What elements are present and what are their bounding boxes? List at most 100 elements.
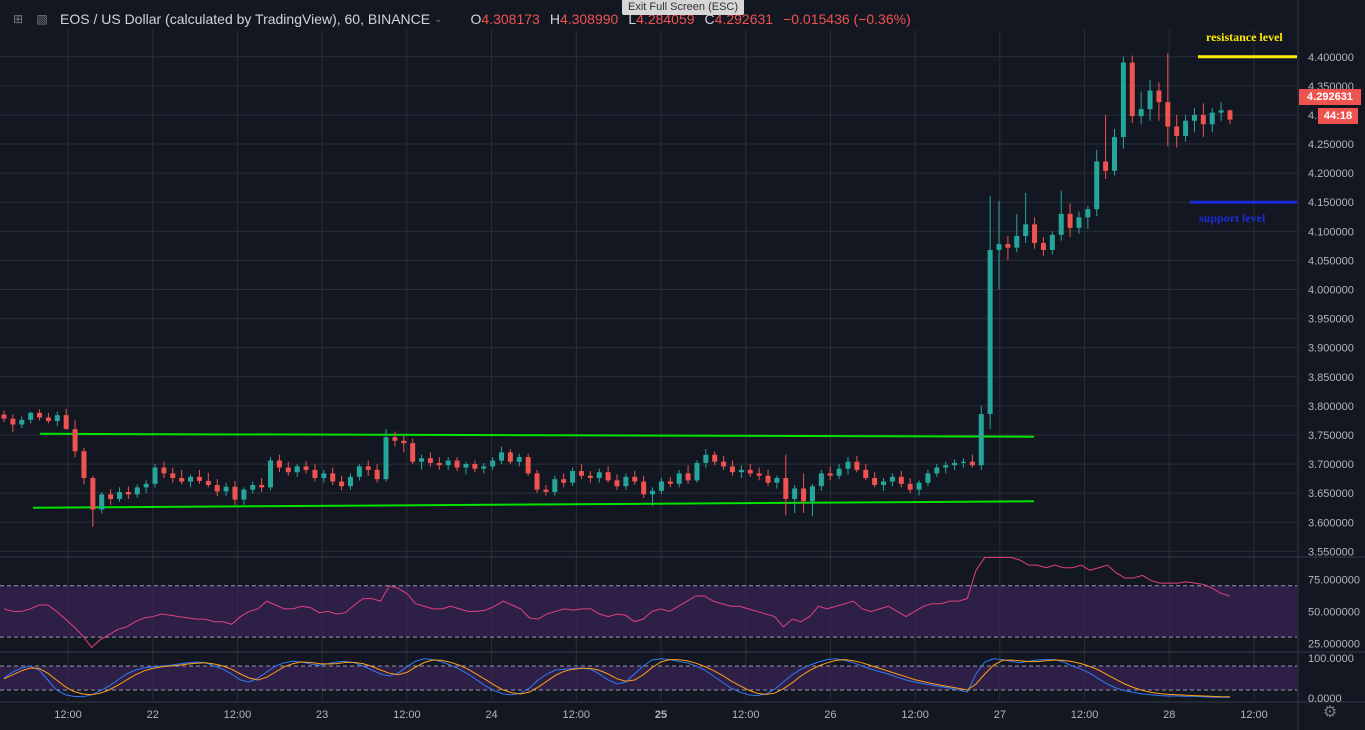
candle-body bbox=[463, 464, 469, 468]
candle-body bbox=[516, 457, 522, 462]
support-label: support level bbox=[1199, 211, 1266, 225]
open-value: 4.308173 bbox=[481, 11, 540, 27]
candle-body bbox=[427, 458, 433, 463]
candle-body bbox=[543, 489, 549, 492]
candle-body bbox=[845, 461, 851, 469]
collapse-icon[interactable]: ▧ bbox=[36, 12, 48, 26]
candle-body bbox=[241, 489, 247, 500]
rsi-band bbox=[0, 585, 1297, 638]
candle-body bbox=[223, 486, 229, 492]
candle-body bbox=[383, 437, 389, 480]
candle-body bbox=[1014, 235, 1020, 248]
low-label: L bbox=[628, 11, 637, 27]
candle-body bbox=[499, 452, 505, 461]
open-label: O bbox=[470, 11, 482, 27]
candle-body bbox=[116, 491, 122, 499]
candle-body bbox=[969, 461, 975, 466]
y-tick-label: 3.750000 bbox=[1308, 430, 1354, 442]
candle-body bbox=[1120, 62, 1126, 138]
candle-body bbox=[445, 460, 451, 466]
candle-body bbox=[605, 472, 611, 481]
x-tick-label: 12:00 bbox=[1071, 709, 1099, 721]
candle-body bbox=[703, 454, 709, 463]
candle-body bbox=[889, 476, 895, 482]
candle-body bbox=[756, 473, 762, 476]
candle-body bbox=[881, 481, 887, 486]
candle-body bbox=[694, 462, 700, 481]
candle-body bbox=[1200, 114, 1206, 125]
candle-body bbox=[1209, 112, 1215, 125]
exit-fullscreen-button[interactable]: Exit Full Screen (ESC) bbox=[622, 0, 745, 15]
candle-body bbox=[783, 478, 789, 499]
y-tick-label: 4.050000 bbox=[1308, 255, 1354, 267]
candle-body bbox=[205, 480, 211, 486]
candle-body bbox=[1165, 102, 1171, 127]
candle-body bbox=[392, 437, 398, 441]
fullscreen-icon[interactable]: ⊞ bbox=[12, 12, 24, 26]
candle-body bbox=[63, 415, 69, 430]
candle-body bbox=[623, 476, 629, 487]
candle-body bbox=[952, 462, 958, 466]
candle-body bbox=[658, 481, 664, 491]
candle-body bbox=[232, 486, 238, 500]
candle-body bbox=[188, 476, 194, 482]
chart-header: ⊞ ▧ EOS / US Dollar (calculated by Tradi… bbox=[0, 8, 911, 30]
candle-body bbox=[196, 476, 202, 481]
x-tick-label: 24 bbox=[485, 709, 497, 721]
y-tick-label: 3.700000 bbox=[1308, 459, 1354, 471]
candle-body bbox=[685, 473, 691, 481]
candle-body bbox=[170, 473, 176, 479]
candle-body bbox=[1023, 224, 1029, 236]
y-tick-label: 3.600000 bbox=[1308, 517, 1354, 529]
y-tick-label: 4.100000 bbox=[1308, 226, 1354, 238]
candle-body bbox=[1049, 234, 1055, 250]
candle-body bbox=[1032, 224, 1038, 243]
stoch-tick-label: 100.0000 bbox=[1308, 653, 1354, 665]
candle-body bbox=[907, 483, 913, 490]
x-tick-label: 22 bbox=[147, 709, 159, 721]
candle-body bbox=[996, 244, 1002, 250]
candle-body bbox=[410, 443, 416, 462]
candle-body bbox=[898, 476, 904, 484]
candle-body bbox=[321, 473, 327, 479]
candle-body bbox=[1138, 109, 1144, 117]
chevron-down-icon[interactable]: ⌄ bbox=[434, 13, 443, 25]
y-tick-label: 3.800000 bbox=[1308, 401, 1354, 413]
candle-body bbox=[37, 412, 43, 418]
candle-body bbox=[632, 476, 638, 482]
channel-upper-line bbox=[39, 432, 1035, 438]
candle-body bbox=[339, 481, 345, 487]
candle-body bbox=[863, 469, 869, 479]
candle-body bbox=[259, 485, 265, 488]
candle-body bbox=[1076, 217, 1082, 228]
candle-body bbox=[1147, 90, 1153, 110]
candle-body bbox=[356, 466, 362, 477]
candle-body bbox=[960, 461, 966, 463]
symbol-title[interactable]: EOS / US Dollar (calculated by TradingVi… bbox=[60, 11, 431, 27]
candle-body bbox=[943, 465, 949, 468]
x-tick-label: 12:00 bbox=[54, 709, 82, 721]
candle-body bbox=[54, 415, 60, 422]
candle-body bbox=[774, 478, 780, 483]
gear-icon[interactable]: ⚙ bbox=[1322, 704, 1338, 721]
candle-body bbox=[108, 494, 114, 499]
candle-body bbox=[472, 464, 478, 469]
candle-body bbox=[45, 417, 51, 422]
candle-body bbox=[765, 475, 771, 483]
candle-body bbox=[578, 471, 584, 476]
candle-body bbox=[836, 468, 842, 476]
candle-body bbox=[161, 467, 167, 474]
candle-body bbox=[916, 482, 922, 490]
x-tick-label: 23 bbox=[316, 709, 328, 721]
y-tick-label: 3.850000 bbox=[1308, 372, 1354, 384]
candle-body bbox=[134, 487, 140, 495]
candle-body bbox=[738, 469, 744, 473]
candle-body bbox=[19, 419, 25, 425]
candle-body bbox=[347, 476, 353, 487]
candle-body bbox=[827, 473, 833, 476]
candle-body bbox=[507, 452, 513, 462]
candle-body bbox=[401, 440, 407, 444]
x-tick-label: 25 bbox=[655, 709, 667, 721]
resistance-label: resistance level bbox=[1206, 30, 1283, 44]
